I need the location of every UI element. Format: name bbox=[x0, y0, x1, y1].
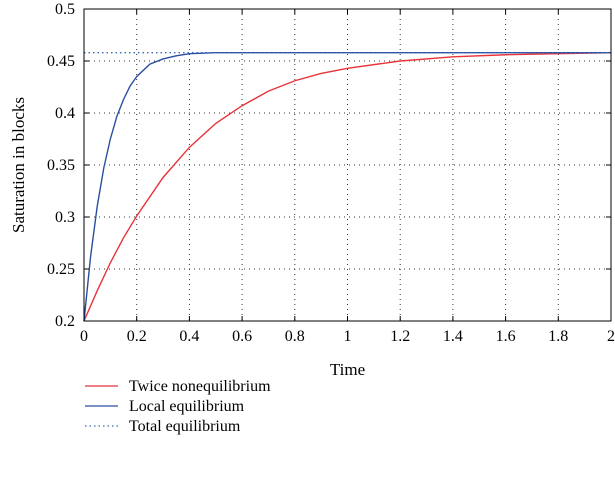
x-tick-label: 0.4 bbox=[179, 328, 199, 345]
x-tick-label: 1 bbox=[344, 328, 352, 345]
x-tick-label: 1.6 bbox=[496, 328, 516, 345]
x-axis-label: Time bbox=[330, 360, 365, 379]
x-tick-label: 0 bbox=[80, 328, 88, 345]
x-tick-label: 1.8 bbox=[548, 328, 568, 345]
x-tick-label: 0.8 bbox=[285, 328, 305, 345]
x-tick-label: 0.6 bbox=[232, 328, 252, 345]
x-tick-label: 1.4 bbox=[443, 328, 463, 345]
y-axis-label: Saturation in blocks bbox=[9, 97, 28, 233]
y-tick-label: 0.25 bbox=[47, 261, 75, 278]
grid bbox=[84, 9, 611, 321]
x-tick-label: 2 bbox=[607, 328, 615, 345]
x-tick-label: 0.2 bbox=[127, 328, 147, 345]
y-ticks: 0.2 0.25 0.3 0.35 0.4 0.45 0.5 bbox=[47, 1, 611, 330]
legend: Twice nonequilibrium Local equilibrium Tot… bbox=[85, 378, 271, 435]
series-line-twice-nonequilibrium bbox=[83, 51, 612, 322]
y-tick-label: 0.3 bbox=[55, 209, 75, 226]
y-tick-label: 0.2 bbox=[55, 313, 75, 330]
x-tick-label: 1.2 bbox=[390, 328, 410, 345]
series-layer bbox=[83, 51, 612, 322]
y-tick-label: 0.45 bbox=[47, 53, 75, 70]
y-tick-label: 0.35 bbox=[47, 157, 75, 174]
x-ticks: 0 0.2 0.4 0.6 0.8 1 1.2 1.4 1.6 1.8 2 bbox=[80, 9, 615, 345]
series-line-local-equilibrium bbox=[83, 51, 611, 322]
legend-label: Local equilibrium bbox=[129, 398, 245, 415]
y-tick-label: 0.5 bbox=[55, 1, 75, 18]
y-tick-label: 0.4 bbox=[55, 105, 75, 122]
legend-label: Total equilibrium bbox=[129, 418, 241, 435]
legend-label: Twice nonequilibrium bbox=[129, 378, 271, 395]
